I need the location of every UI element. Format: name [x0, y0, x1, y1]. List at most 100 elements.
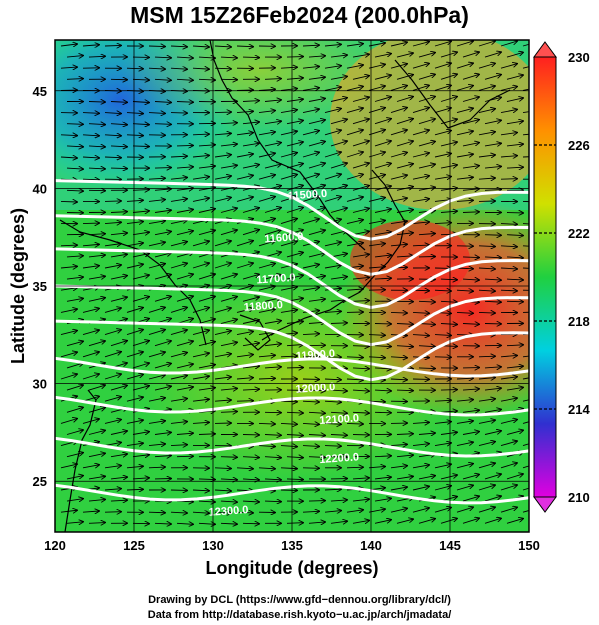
- wind-arrow: [522, 465, 529, 469]
- wind-arrow: [66, 298, 83, 301]
- wind-arrow: [192, 198, 209, 202]
- x-axis: 120 125 130 135 140 145 150: [44, 538, 540, 553]
- wind-arrow: [456, 464, 473, 469]
- wind-arrow: [132, 190, 149, 191]
- wind-arrow: [506, 279, 523, 280]
- wind-arrow: [126, 113, 143, 114]
- wind-arrow: [484, 52, 501, 58]
- wind-arrow: [242, 230, 259, 236]
- wind-arrow: [522, 223, 529, 225]
- wind-arrow: [176, 167, 193, 168]
- wind-arrow: [214, 263, 231, 269]
- wind-arrow: [324, 130, 341, 136]
- wind-arrow: [214, 133, 231, 134]
- wind-arrow: [330, 163, 347, 169]
- wind-arrow: [528, 522, 529, 524]
- wind-arrow: [148, 46, 165, 47]
- wind-arrow: [302, 511, 319, 512]
- wind-arrow: [280, 287, 297, 291]
- wind-arrow: [396, 455, 413, 457]
- wind-arrow: [478, 109, 495, 114]
- wind-arrow: [214, 400, 231, 401]
- wind-arrow: [104, 157, 121, 158]
- wind-arrow: [236, 512, 253, 513]
- wind-arrow: [280, 310, 297, 313]
- wind-arrow: [522, 200, 529, 203]
- wind-arrow: [286, 185, 303, 191]
- wind-arrow: [286, 142, 303, 147]
- wind-arrow: [308, 141, 325, 147]
- wind-arrow: [242, 366, 259, 368]
- wind-arrow: [110, 297, 127, 302]
- wind-arrow: [126, 374, 143, 380]
- wind-arrow: [110, 102, 127, 103]
- wind-arrow: [330, 277, 347, 279]
- x-tick-label: 145: [439, 538, 461, 553]
- wind-arrow: [418, 119, 435, 125]
- wind-arrow: [396, 53, 413, 58]
- wind-arrow: [66, 190, 83, 191]
- wind-arrow: [346, 108, 363, 114]
- wind-arrow: [126, 352, 143, 358]
- wind-arrow: [456, 86, 473, 91]
- wind-arrow: [462, 166, 479, 168]
- wind-arrow: [330, 55, 347, 57]
- wind-arrow: [66, 522, 83, 524]
- wind-arrow: [346, 130, 363, 136]
- wind-arrow: [346, 152, 363, 158]
- wind-arrow: [236, 154, 253, 157]
- wind-arrow: [374, 119, 391, 125]
- wind-arrow: [242, 457, 259, 458]
- wind-arrow: [82, 135, 99, 136]
- wind-arrow: [220, 342, 237, 347]
- wind-arrow: [104, 45, 121, 46]
- wind-arrow: [352, 346, 369, 347]
- wind-arrow: [126, 489, 143, 490]
- wind-arrow: [302, 446, 319, 447]
- colorbar-tick-label: 230: [568, 50, 590, 65]
- wind-arrow: [286, 344, 303, 345]
- wind-arrow: [352, 301, 369, 302]
- wind-arrow: [434, 400, 451, 401]
- wind-arrow: [484, 75, 501, 80]
- wind-arrow: [258, 286, 275, 291]
- wind-arrow: [390, 152, 407, 158]
- wind-arrow: [220, 230, 237, 236]
- wind-arrow: [308, 120, 325, 125]
- wind-arrow: [148, 330, 165, 336]
- wind-arrow: [192, 263, 209, 269]
- y-axis: 25 30 35 40 45: [33, 84, 47, 489]
- wind-arrow: [104, 466, 121, 468]
- wind-arrow: [60, 201, 77, 202]
- wind-arrow: [132, 455, 149, 457]
- wind-arrow: [286, 412, 303, 413]
- wind-arrow: [346, 243, 363, 246]
- wind-arrow: [198, 274, 215, 280]
- wind-arrow: [412, 176, 429, 180]
- wind-arrow: [264, 435, 281, 436]
- wind-arrow: [390, 357, 407, 358]
- wind-arrow: [60, 309, 77, 313]
- wind-arrow: [220, 123, 237, 124]
- wind-arrow: [522, 510, 529, 513]
- wind-arrow: [484, 257, 501, 258]
- wind-arrow: [220, 57, 237, 58]
- wind-arrow: [258, 132, 275, 135]
- colorbar: 210 214 218 222 226 230: [533, 41, 590, 513]
- wind-arrow: [302, 196, 319, 202]
- wind-arrow: [396, 476, 413, 479]
- wind-arrow: [198, 434, 215, 435]
- wind-arrow: [456, 63, 473, 69]
- wind-arrow: [242, 479, 259, 480]
- wind-arrow: [506, 121, 523, 124]
- wind-arrow: [418, 519, 435, 524]
- wind-arrow: [462, 120, 479, 125]
- wind-arrow: [192, 177, 209, 179]
- wind-arrow: [198, 296, 215, 302]
- wind-arrow: [236, 331, 253, 336]
- wind-arrow: [236, 401, 253, 402]
- wind-arrow: [214, 512, 231, 513]
- wind-arrow: [500, 224, 517, 225]
- wind-arrow: [198, 230, 215, 236]
- y-tick-label: 40: [33, 181, 47, 196]
